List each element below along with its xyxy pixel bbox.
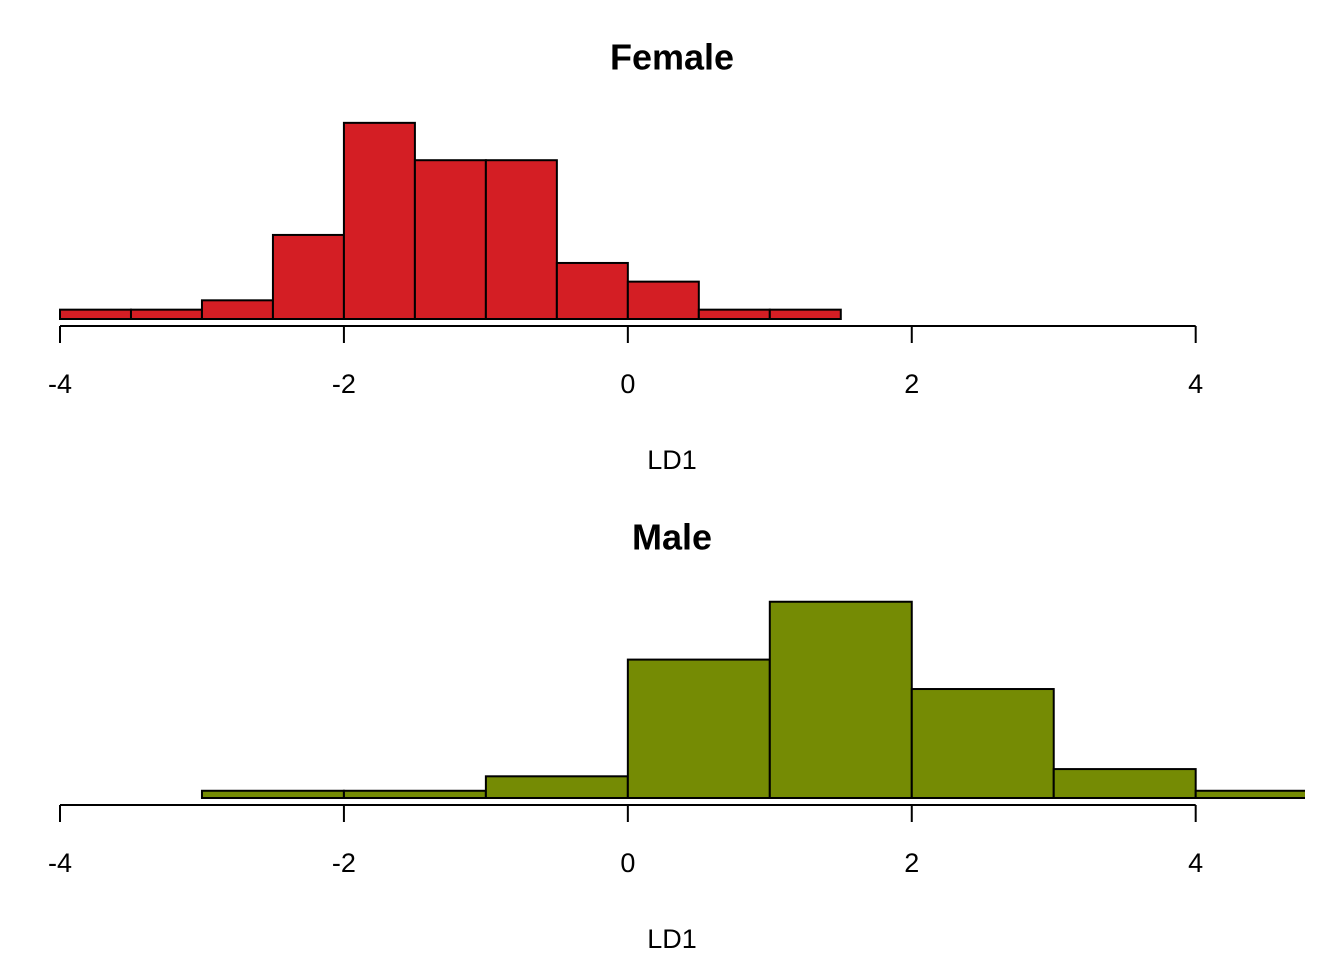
- x-tick-label: -4: [48, 848, 72, 878]
- x-tick-label: 4: [1188, 369, 1203, 399]
- bar: [484, 775, 629, 799]
- x-tick-label: -2: [332, 848, 356, 878]
- bar: [200, 299, 274, 321]
- chart-title: Female: [610, 37, 734, 78]
- bar: [200, 789, 345, 799]
- x-tick-label: 2: [904, 369, 919, 399]
- bar: [555, 261, 629, 321]
- bar: [626, 658, 771, 799]
- bar: [768, 308, 842, 320]
- bar: [1194, 789, 1305, 799]
- bar: [768, 600, 913, 799]
- bar: [59, 308, 132, 320]
- x-axis-label: LD1: [647, 445, 697, 475]
- bar: [1052, 768, 1197, 800]
- bar: [910, 688, 1055, 799]
- chart-title: Male: [632, 517, 712, 558]
- x-axis-label: LD1: [647, 924, 697, 954]
- bar: [413, 159, 487, 320]
- x-tick-label: 2: [904, 848, 919, 878]
- bars: [59, 121, 842, 321]
- x-tick-label: 0: [620, 369, 635, 399]
- bars: [200, 600, 1305, 800]
- bar: [626, 280, 700, 320]
- bar: [271, 233, 345, 320]
- x-tick-label: 4: [1188, 848, 1203, 878]
- bar: [342, 789, 487, 799]
- x-tick-label: 0: [620, 848, 635, 878]
- x-tick-label: -4: [48, 369, 72, 399]
- bar: [342, 121, 416, 320]
- bar: [129, 308, 203, 320]
- bar: [484, 159, 558, 320]
- x-tick-label: -2: [332, 369, 356, 399]
- bar: [697, 308, 771, 320]
